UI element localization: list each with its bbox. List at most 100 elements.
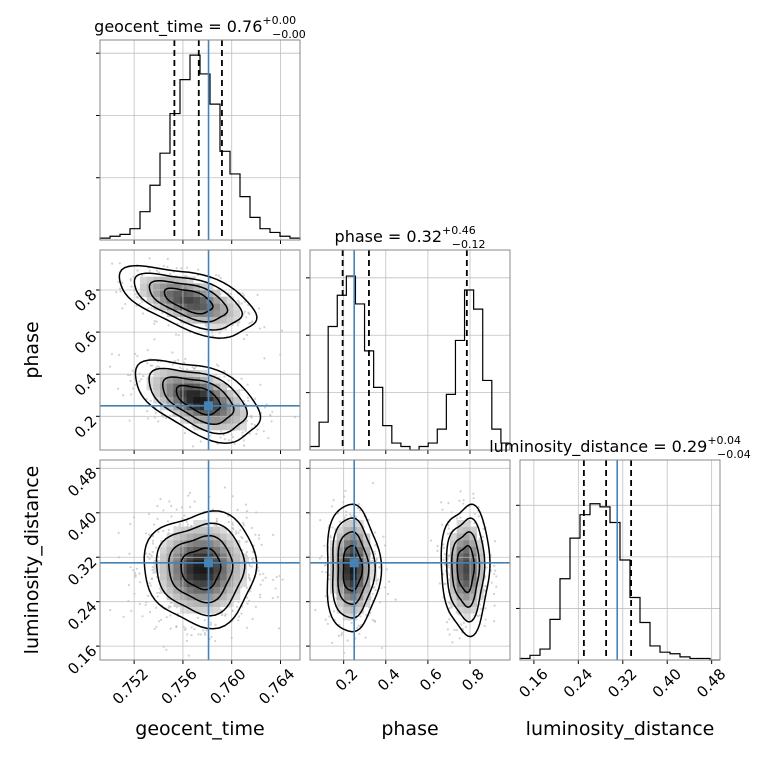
density-cell <box>153 283 161 291</box>
density-cell <box>200 553 207 561</box>
sample-point <box>271 596 274 600</box>
density-cell <box>200 580 207 587</box>
sample-point <box>156 595 159 598</box>
sample-point <box>144 532 148 535</box>
density-cell <box>240 580 247 587</box>
sample-point <box>472 497 475 500</box>
sample-point <box>185 266 189 269</box>
sample-point <box>155 320 158 323</box>
sample-point <box>254 533 257 536</box>
density-cell <box>193 566 201 574</box>
sample-point <box>241 605 244 608</box>
sample-point <box>375 579 378 583</box>
sample-point <box>267 437 270 440</box>
density-cell <box>470 526 477 534</box>
sample-point <box>462 502 465 505</box>
density-cell <box>370 566 377 574</box>
sample-point <box>231 436 235 439</box>
sample-point <box>175 624 178 628</box>
density-cell <box>220 580 227 587</box>
sample-point <box>251 560 255 563</box>
sample-point <box>180 506 184 509</box>
sample-point <box>473 512 476 515</box>
density-cell <box>450 586 457 594</box>
sample-point <box>109 608 112 612</box>
sample-point <box>157 365 161 369</box>
density-cell <box>180 276 187 284</box>
sample-point <box>341 524 344 527</box>
sample-point <box>237 619 240 622</box>
density-cell <box>180 290 187 297</box>
density-cell <box>193 580 201 587</box>
sample-point <box>280 329 284 332</box>
density-cell <box>186 316 194 324</box>
sample-point <box>154 411 157 414</box>
sample-point <box>151 364 154 367</box>
sample-point <box>490 581 493 584</box>
sample-point <box>135 304 138 307</box>
density-cell <box>160 290 167 297</box>
density-cell <box>193 600 201 607</box>
sample-point <box>248 312 251 316</box>
sample-point <box>147 417 150 420</box>
sample-point <box>151 568 154 572</box>
sample-point <box>450 606 453 609</box>
sample-point <box>205 629 208 632</box>
sample-point <box>187 494 190 497</box>
sample-point <box>367 518 370 522</box>
sample-point <box>211 334 214 338</box>
density-cell <box>463 553 471 561</box>
sample-point <box>144 603 147 607</box>
density-cell <box>166 390 174 397</box>
density-cell <box>206 416 214 424</box>
density-cell <box>476 573 484 581</box>
density-cell <box>363 566 371 574</box>
sample-point <box>244 540 247 544</box>
sample-point <box>135 295 138 299</box>
tick-label-x-phase: 0.8 <box>458 665 488 695</box>
sample-point <box>242 523 246 527</box>
sample-point <box>356 507 360 510</box>
contour-line <box>162 376 235 426</box>
sample-point <box>151 550 154 554</box>
density-cell <box>206 553 214 561</box>
density-cell <box>193 533 201 541</box>
sample-point <box>481 535 485 538</box>
contour-line <box>155 522 246 617</box>
sample-point <box>338 520 342 523</box>
density-cell <box>173 546 181 554</box>
sample-point <box>253 424 256 427</box>
density-cell <box>166 396 174 404</box>
sample-point <box>245 509 249 513</box>
sample-point <box>328 615 331 618</box>
density-cell <box>463 546 471 554</box>
sample-point <box>263 357 266 360</box>
sample-point <box>350 621 353 624</box>
sample-point <box>138 380 141 383</box>
density-cell <box>200 396 207 404</box>
sample-point <box>249 590 252 593</box>
sample-point <box>211 508 214 511</box>
sample-point <box>324 563 327 566</box>
density-cell <box>200 600 207 607</box>
density-cell <box>456 573 464 581</box>
histogram-phase <box>309 275 511 451</box>
sample-point <box>169 605 172 608</box>
sample-point <box>256 428 259 431</box>
density-cell <box>186 396 194 404</box>
sample-point <box>331 641 334 644</box>
sample-point <box>346 639 349 642</box>
sample-point <box>175 508 178 511</box>
sample-point <box>118 262 121 265</box>
sample-point <box>166 520 170 523</box>
density-cell <box>226 423 234 431</box>
density-cell <box>463 540 471 547</box>
contour-line <box>331 517 377 619</box>
density-cell <box>186 303 194 311</box>
density-cell <box>213 540 221 547</box>
density-cell <box>160 540 167 547</box>
sample-point <box>182 361 186 364</box>
density-cell <box>206 410 214 417</box>
sample-point <box>374 589 377 592</box>
sample-point <box>177 612 180 615</box>
